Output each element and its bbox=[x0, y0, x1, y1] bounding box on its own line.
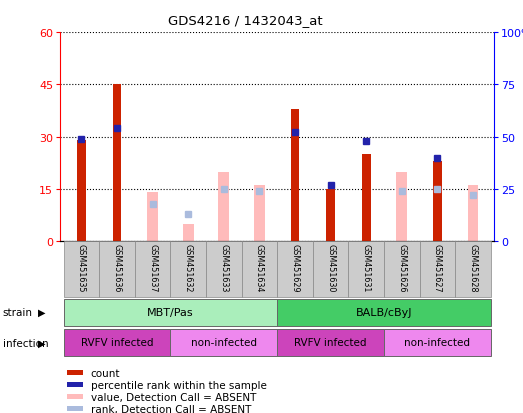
Text: GSM451631: GSM451631 bbox=[361, 243, 371, 292]
Bar bbox=[219, 172, 229, 242]
Text: GSM451637: GSM451637 bbox=[148, 243, 157, 292]
Text: GSM451630: GSM451630 bbox=[326, 243, 335, 292]
Bar bbox=[77, 141, 86, 242]
Text: GSM451634: GSM451634 bbox=[255, 243, 264, 292]
Bar bbox=[384, 242, 419, 297]
Text: MBT/Pas: MBT/Pas bbox=[147, 307, 194, 317]
Text: infection: infection bbox=[3, 338, 48, 348]
Bar bbox=[348, 242, 384, 297]
Text: GSM451628: GSM451628 bbox=[469, 243, 477, 292]
Text: GSM451632: GSM451632 bbox=[184, 243, 193, 292]
Bar bbox=[277, 299, 491, 326]
Text: GSM451633: GSM451633 bbox=[219, 243, 229, 292]
Bar bbox=[64, 329, 170, 356]
Text: ▶: ▶ bbox=[38, 338, 45, 348]
Bar bbox=[64, 242, 99, 297]
Text: percentile rank within the sample: percentile rank within the sample bbox=[90, 380, 266, 390]
Bar bbox=[362, 155, 371, 242]
Text: BALB/cByJ: BALB/cByJ bbox=[356, 307, 412, 317]
Bar bbox=[183, 224, 194, 242]
Text: GSM451626: GSM451626 bbox=[397, 243, 406, 292]
Text: GSM451636: GSM451636 bbox=[112, 243, 121, 292]
Bar bbox=[112, 85, 121, 242]
Bar bbox=[66, 370, 83, 375]
Bar bbox=[468, 186, 478, 242]
Bar bbox=[64, 299, 277, 326]
Bar bbox=[396, 172, 407, 242]
Text: GDS4216 / 1432043_at: GDS4216 / 1432043_at bbox=[168, 14, 323, 27]
Bar bbox=[66, 406, 83, 411]
Bar bbox=[384, 329, 491, 356]
Text: GSM451629: GSM451629 bbox=[290, 243, 300, 292]
Bar bbox=[254, 186, 265, 242]
Bar bbox=[326, 190, 335, 242]
Text: RVFV infected: RVFV infected bbox=[81, 337, 153, 347]
Bar bbox=[147, 193, 158, 242]
Bar bbox=[135, 242, 170, 297]
Bar bbox=[206, 242, 242, 297]
Text: strain: strain bbox=[3, 307, 32, 317]
Text: non-infected: non-infected bbox=[404, 337, 470, 347]
Bar bbox=[433, 161, 442, 242]
Bar bbox=[170, 329, 277, 356]
Bar bbox=[277, 329, 384, 356]
Bar bbox=[66, 382, 83, 387]
Text: non-infected: non-infected bbox=[191, 337, 257, 347]
Bar bbox=[313, 242, 348, 297]
Bar bbox=[419, 242, 455, 297]
Text: rank, Detection Call = ABSENT: rank, Detection Call = ABSENT bbox=[90, 404, 251, 413]
Text: RVFV infected: RVFV infected bbox=[294, 337, 367, 347]
Bar bbox=[291, 109, 299, 242]
Bar bbox=[455, 242, 491, 297]
Bar bbox=[277, 242, 313, 297]
Bar bbox=[242, 242, 277, 297]
Text: GSM451635: GSM451635 bbox=[77, 243, 86, 292]
Text: ▶: ▶ bbox=[38, 307, 45, 317]
Bar bbox=[99, 242, 135, 297]
Text: value, Detection Call = ABSENT: value, Detection Call = ABSENT bbox=[90, 392, 256, 402]
Bar bbox=[170, 242, 206, 297]
Text: GSM451627: GSM451627 bbox=[433, 243, 442, 292]
Bar bbox=[66, 394, 83, 399]
Text: count: count bbox=[90, 368, 120, 378]
